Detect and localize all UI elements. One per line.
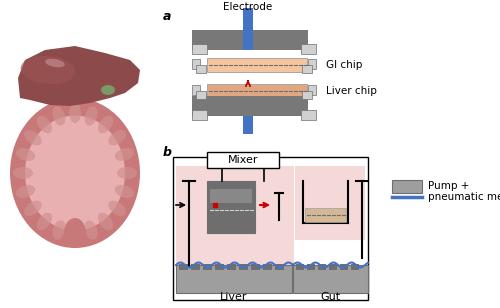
- Bar: [243, 8, 253, 30]
- Ellipse shape: [117, 167, 137, 179]
- Bar: [302, 65, 312, 73]
- Ellipse shape: [45, 59, 65, 67]
- Bar: [179, 264, 188, 270]
- Ellipse shape: [24, 130, 42, 145]
- Ellipse shape: [52, 106, 66, 126]
- Bar: [243, 30, 253, 50]
- Text: Electrode: Electrode: [224, 2, 272, 12]
- Bar: [318, 264, 326, 270]
- Ellipse shape: [20, 56, 76, 84]
- Ellipse shape: [24, 201, 42, 216]
- Bar: [207, 58, 307, 72]
- Ellipse shape: [115, 148, 134, 161]
- Bar: [351, 264, 359, 270]
- Ellipse shape: [37, 116, 52, 133]
- Bar: [191, 264, 200, 270]
- Text: a: a: [163, 10, 172, 23]
- Bar: [239, 264, 248, 270]
- Ellipse shape: [101, 85, 115, 95]
- Bar: [392, 180, 422, 193]
- Bar: [243, 116, 253, 134]
- Bar: [176, 265, 292, 293]
- Bar: [329, 264, 337, 270]
- Bar: [210, 189, 252, 203]
- Ellipse shape: [108, 130, 126, 145]
- Bar: [302, 91, 312, 99]
- Bar: [301, 110, 316, 120]
- Bar: [275, 264, 284, 270]
- Text: Liver chip: Liver chip: [326, 86, 377, 96]
- Bar: [308, 85, 316, 95]
- Bar: [308, 59, 316, 69]
- Ellipse shape: [37, 213, 52, 230]
- Bar: [207, 84, 307, 98]
- Ellipse shape: [69, 223, 81, 243]
- Ellipse shape: [84, 106, 98, 126]
- Bar: [192, 85, 200, 95]
- Text: Liver: Liver: [220, 292, 248, 302]
- Bar: [192, 96, 308, 116]
- Bar: [192, 59, 200, 69]
- Bar: [293, 265, 368, 293]
- Bar: [196, 91, 206, 99]
- Bar: [215, 264, 224, 270]
- Ellipse shape: [115, 185, 134, 198]
- Bar: [307, 264, 315, 270]
- Text: Gut: Gut: [320, 292, 340, 302]
- Ellipse shape: [25, 116, 125, 230]
- Bar: [296, 264, 304, 270]
- Bar: [227, 264, 236, 270]
- Bar: [207, 181, 255, 233]
- Bar: [251, 264, 260, 270]
- Bar: [173, 157, 368, 300]
- Text: b: b: [163, 146, 172, 159]
- Bar: [295, 166, 365, 240]
- FancyBboxPatch shape: [207, 152, 279, 168]
- Ellipse shape: [52, 220, 66, 240]
- Bar: [196, 65, 206, 73]
- Ellipse shape: [98, 213, 113, 230]
- Ellipse shape: [64, 218, 86, 248]
- Ellipse shape: [16, 148, 35, 161]
- Ellipse shape: [108, 201, 126, 216]
- Ellipse shape: [98, 116, 113, 133]
- Bar: [340, 264, 348, 270]
- PathPatch shape: [18, 46, 140, 106]
- Bar: [192, 44, 207, 54]
- Bar: [305, 208, 346, 222]
- Bar: [301, 44, 316, 54]
- Bar: [176, 166, 294, 266]
- Text: Mixer: Mixer: [228, 155, 258, 165]
- Bar: [203, 264, 212, 270]
- Ellipse shape: [69, 103, 81, 123]
- Text: Pump +: Pump +: [428, 181, 470, 191]
- Text: pneumatic membrane: pneumatic membrane: [428, 192, 500, 202]
- Text: GI chip: GI chip: [326, 60, 362, 70]
- Ellipse shape: [13, 167, 33, 179]
- Ellipse shape: [84, 220, 98, 240]
- Bar: [192, 110, 207, 120]
- Ellipse shape: [10, 98, 140, 248]
- Bar: [263, 264, 272, 270]
- Bar: [192, 30, 308, 50]
- Ellipse shape: [16, 185, 35, 198]
